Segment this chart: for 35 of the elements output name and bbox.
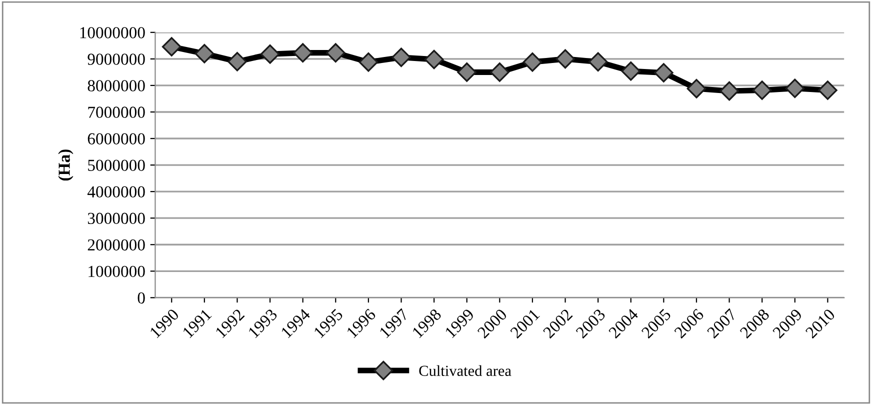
- point: [522, 52, 542, 72]
- point: [293, 43, 313, 62]
- y-tick-label: 7000000: [88, 106, 145, 118]
- point: [358, 52, 378, 72]
- y-tick-label: 9000000: [88, 54, 145, 65]
- point: [752, 80, 772, 100]
- point: [785, 78, 805, 98]
- y-tick-label: 3000000: [88, 212, 145, 224]
- point: [654, 63, 674, 82]
- point: [720, 81, 739, 101]
- y-tick-label: 0: [138, 292, 145, 304]
- y-tick-label: 10000000: [80, 27, 145, 38]
- point: [392, 48, 411, 68]
- point: [424, 50, 444, 70]
- point: [588, 52, 608, 72]
- point: [194, 44, 214, 64]
- y-tick-label: 5000000: [88, 160, 145, 171]
- point: [686, 78, 706, 98]
- point: [326, 43, 346, 62]
- point: [260, 44, 280, 64]
- y-tick-label: 2000000: [88, 239, 145, 251]
- y-tick-label: 8000000: [88, 80, 145, 92]
- point: [621, 61, 641, 81]
- legend-label: Cultivated area: [419, 365, 512, 376]
- point: [556, 49, 575, 69]
- point: [457, 62, 477, 82]
- point: [162, 37, 182, 56]
- point: [228, 52, 247, 72]
- point: [818, 80, 838, 100]
- y-tick-label: 1000000: [88, 266, 145, 278]
- y-axis-title: (Ha): [58, 150, 74, 181]
- y-tick-label: 6000000: [88, 133, 145, 144]
- point: [490, 62, 510, 82]
- x-tick-label: 1991: [182, 308, 212, 338]
- y-tick-label: 4000000: [87, 186, 145, 198]
